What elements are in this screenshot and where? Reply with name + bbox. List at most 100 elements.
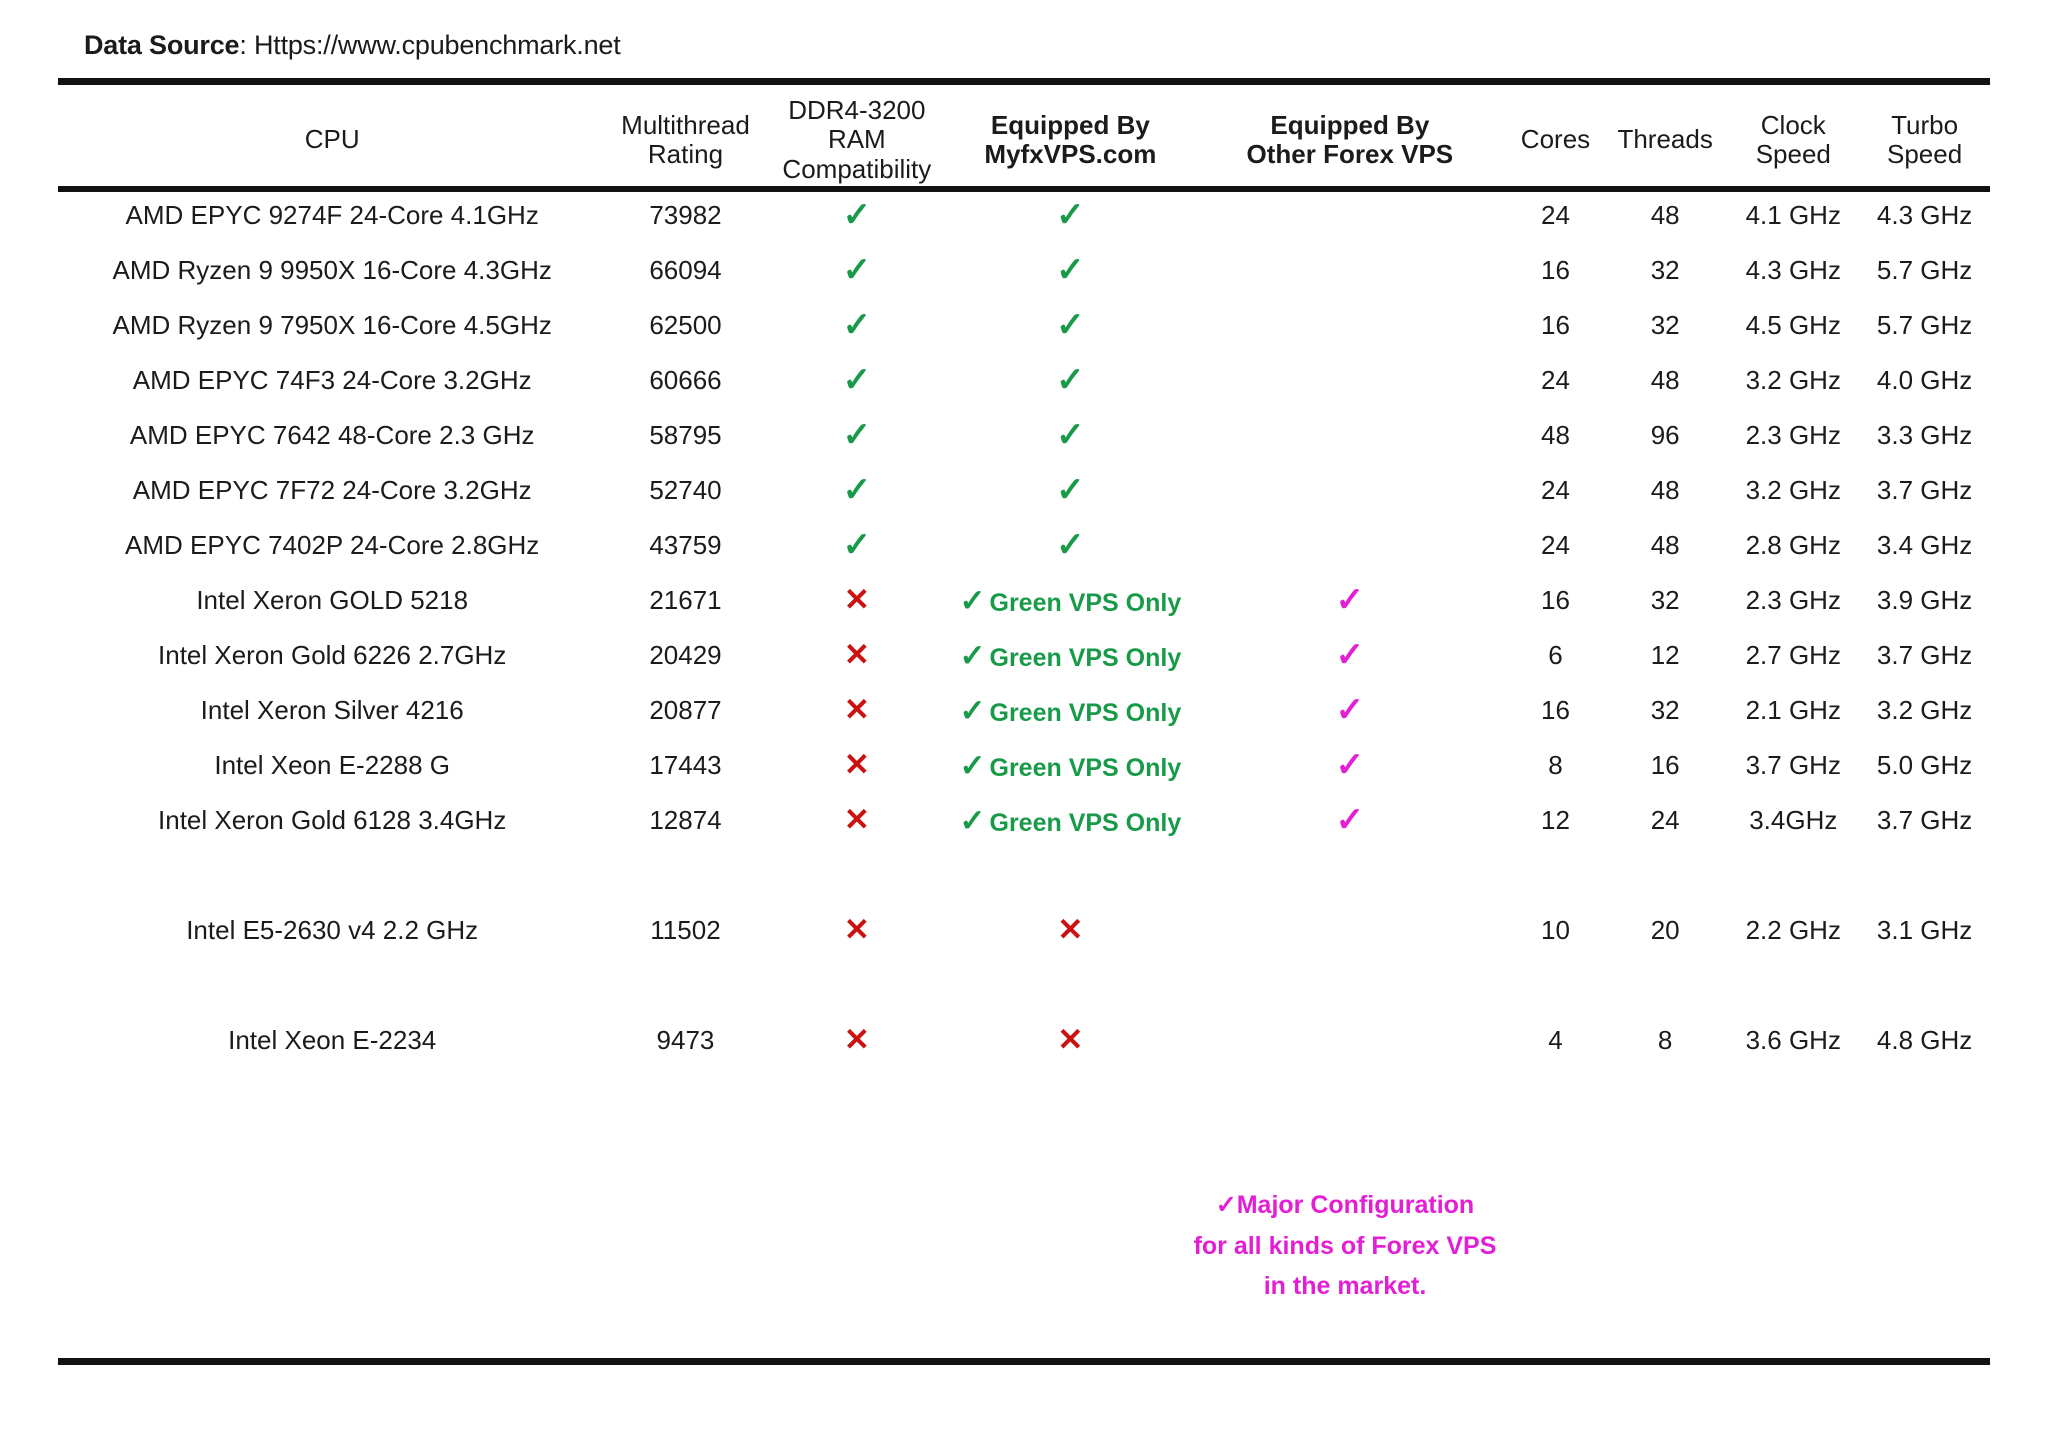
cell-cores: 48: [1541, 420, 1570, 450]
column-header-ddr4-compatibility: DDR4-3200 RAM Compatibility: [765, 92, 950, 188]
check-icon: ✓: [959, 802, 986, 838]
cell-turbo-speed: 3.2 GHz: [1876, 695, 1973, 725]
column-header-rating-line2: Rating: [647, 139, 724, 169]
data-source-label: Data Source: [84, 30, 240, 60]
cell-cores: 6: [1548, 640, 1563, 670]
cell-cpu-name: Intel Xeon E-2234: [228, 1025, 437, 1055]
cell-ddr4-compatibility-cross-red-icon-cell: ✕: [765, 628, 950, 683]
cell-cpu-name: AMD EPYC 7F72 24-Core 3.2GHz: [132, 475, 532, 505]
cell-cores: 24: [1541, 200, 1570, 230]
check-icon: ✓: [959, 747, 986, 783]
cell-equipped-by-myfxvps-green-vps-only-cell: ✓ Green VPS Only: [949, 793, 1192, 848]
check-icon: ✓: [1056, 196, 1085, 234]
cell-equipped-by-other-forex-vps-empty-cell: [1192, 188, 1508, 243]
cell-clock-speed: 3.4GHz: [1749, 805, 1838, 835]
table-spacer-cell: [58, 958, 1990, 1013]
cell-clock-speed: 2.7 GHz: [1745, 640, 1841, 670]
column-header-multithread-rating: Multithread Rating: [606, 92, 764, 188]
green-vps-only-label: Green VPS Only: [989, 753, 1182, 782]
cell-ddr4-compatibility-cross-red-icon-cell: ✕: [765, 903, 950, 958]
cell-ddr4-compatibility-cross-red-icon-cell: ✕: [765, 793, 950, 848]
cell-equipped-by-other-forex-vps-empty-cell: [1192, 903, 1508, 958]
cell-equipped-by-myfxvps-check-green-icon-cell: ✓: [949, 408, 1192, 463]
cell-cpu-name: AMD Ryzen 9 9950X 16-Core 4.3GHz: [112, 255, 552, 285]
table-body: AMD EPYC 9274F 24-Core 4.1GHz 73982 ✓ ✓ 24 48…: [58, 188, 1990, 1068]
check-icon: ✓: [842, 306, 872, 344]
cell-ddr4-compatibility-cross-red-icon-cell: ✕: [765, 738, 950, 793]
column-header-myfx-line2: MyfxVPS.com: [984, 139, 1157, 169]
cell-threads: 48: [1650, 365, 1680, 395]
check-icon: ✓: [959, 692, 986, 728]
column-header-ddr-line3: Compatibility: [782, 153, 932, 184]
cell-threads: 48: [1650, 200, 1680, 230]
check-icon: ✓: [842, 251, 872, 289]
cell-ddr4-compatibility-check-green-icon-cell: ✓: [765, 463, 950, 518]
cell-cores: 16: [1541, 585, 1570, 615]
cell-equipped-by-other-forex-vps-check-magenta-icon-cell: ✓: [1192, 573, 1508, 628]
cross-icon: ✕: [843, 802, 870, 837]
cell-turbo-speed: 3.9 GHz: [1876, 585, 1973, 615]
cell-multithread-rating: 60666: [649, 365, 722, 395]
cell-equipped-by-myfxvps-green-vps-only-cell: ✓ Green VPS Only: [949, 683, 1192, 738]
cell-cpu-name: AMD Ryzen 9 7950X 16-Core 4.5GHz: [112, 310, 552, 340]
data-source-separator: :: [239, 30, 254, 60]
table-row: Intel Xeron GOLD 5218 21671 ✕ ✓ Green VPS On…: [58, 573, 1990, 628]
cell-threads: 32: [1650, 585, 1680, 615]
cross-icon: ✕: [843, 912, 870, 947]
column-header-turbo-speed: Turbo Speed: [1859, 92, 1990, 188]
green-vps-only-label: Green VPS Only: [989, 698, 1182, 727]
cell-clock-speed: 4.3 GHz: [1745, 255, 1841, 285]
table-bottom-rule: [58, 1358, 1990, 1365]
annotation-line-2: for all kinds of Forex VPS: [1193, 1231, 1497, 1260]
check-icon: ✓: [842, 526, 872, 564]
cell-equipped-by-myfxvps-check-green-icon-cell: ✓: [949, 298, 1192, 353]
cell-cores: 8: [1548, 750, 1563, 780]
table-row: AMD EPYC 7F72 24-Core 3.2GHz 52740 ✓ ✓ 24 48 3…: [58, 463, 1990, 518]
cell-equipped-by-myfxvps-check-green-icon-cell: ✓: [949, 518, 1192, 573]
column-header-cores: Cores: [1508, 92, 1603, 188]
cell-multithread-rating: 11502: [650, 915, 721, 945]
cross-icon: ✕: [843, 637, 870, 672]
check-icon: ✓: [1056, 361, 1085, 399]
check-icon: ✓: [842, 361, 872, 399]
cross-icon: ✕: [843, 582, 870, 617]
cell-equipped-by-other-forex-vps-empty-cell: [1192, 518, 1508, 573]
cell-ddr4-compatibility-check-green-icon-cell: ✓: [765, 188, 950, 243]
column-header-turbo-line2: Speed: [1887, 139, 1963, 169]
table-row: Intel Xeron Gold 6128 3.4GHz 12874 ✕ ✓ Green…: [58, 793, 1990, 848]
cell-threads: 32: [1650, 695, 1680, 725]
green-vps-only-note: ✓ Green VPS Only: [960, 803, 1182, 838]
cell-equipped-by-other-forex-vps-empty-cell: [1192, 243, 1508, 298]
check-icon: ✓: [1335, 636, 1365, 674]
cell-cores: 16: [1541, 310, 1570, 340]
cell-threads: 48: [1650, 530, 1680, 560]
column-header-myfx-line1: Equipped By: [990, 109, 1150, 140]
cell-clock-speed: 3.7 GHz: [1745, 750, 1841, 780]
data-source-url: Https://www.cpubenchmark.net: [253, 30, 621, 60]
column-header-other-line1: Equipped By: [1270, 109, 1430, 140]
cell-ddr4-compatibility-check-green-icon-cell: ✓: [765, 298, 950, 353]
column-header-clock-line1: Clock: [1760, 109, 1826, 140]
table-row: AMD Ryzen 9 7950X 16-Core 4.5GHz 62500 ✓ ✓ 1…: [58, 298, 1990, 353]
cell-multithread-rating: 66094: [649, 255, 722, 285]
cell-equipped-by-other-forex-vps-check-magenta-icon-cell: ✓: [1192, 738, 1508, 793]
column-header-ddr-line1: DDR4-3200: [788, 95, 926, 126]
cell-turbo-speed: 3.3 GHz: [1876, 420, 1973, 450]
cell-cores: 16: [1541, 255, 1570, 285]
check-icon: ✓: [1056, 251, 1085, 289]
column-header-threads-label: Threads: [1617, 124, 1713, 155]
major-configuration-annotation: ✓Major Configuration for all kinds of Fo…: [1155, 1185, 1535, 1307]
column-header-clock-line2: Speed: [1755, 139, 1831, 169]
cell-multithread-rating: 62500: [649, 310, 722, 340]
cell-cores: 16: [1541, 695, 1570, 725]
cell-equipped-by-other-forex-vps-check-magenta-icon-cell: ✓: [1192, 628, 1508, 683]
cell-ddr4-compatibility-check-green-icon-cell: ✓: [765, 353, 950, 408]
cell-equipped-by-other-forex-vps-empty-cell: [1192, 463, 1508, 518]
cell-turbo-speed: 5.0 GHz: [1876, 750, 1973, 780]
annotation-line-3: in the market.: [1263, 1272, 1427, 1300]
cell-cpu-name: AMD EPYC 7402P 24-Core 2.8GHz: [125, 530, 540, 560]
cell-multithread-rating: 58795: [649, 420, 722, 450]
cross-icon: ✕: [843, 1022, 870, 1057]
cell-cpu-name: Intel Xeron Gold 6226 2.7GHz: [158, 640, 507, 670]
table-row: AMD EPYC 74F3 24-Core 3.2GHz 60666 ✓ ✓ 24 48 3…: [58, 353, 1990, 408]
